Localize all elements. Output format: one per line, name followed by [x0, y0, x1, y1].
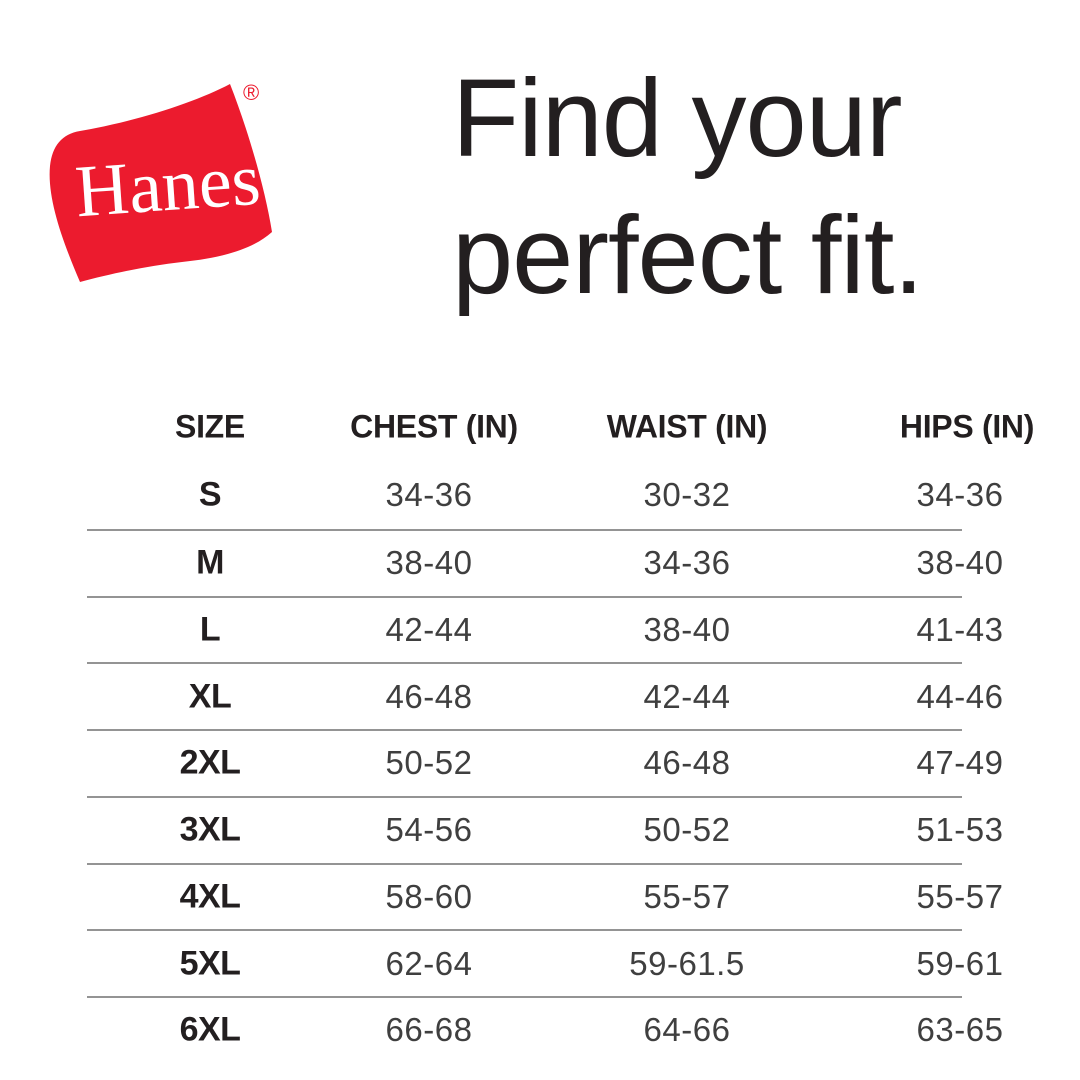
- registered-trademark-icon: ®: [243, 80, 259, 105]
- chest-value: 46-48: [385, 677, 473, 715]
- headline-line-2: perfect fit.: [452, 194, 924, 317]
- size-label: S: [198, 475, 222, 514]
- table-row-6xl: 6XL 66-68 64-66 63-65: [87, 996, 1003, 1063]
- flag-shape: [49, 84, 273, 282]
- chest-value: 34-36: [385, 476, 473, 514]
- hips-value: 51-53: [916, 811, 1004, 849]
- chest-value: 62-64: [385, 944, 473, 982]
- hanes-wordmark: Hanes: [73, 139, 263, 234]
- waist-value: 59-61.5: [629, 944, 745, 982]
- table-row-l: L 42-44 38-40 41-43: [87, 595, 1003, 663]
- hips-value: 59-61: [916, 944, 1004, 982]
- chest-value: 42-44: [385, 610, 473, 648]
- hips-value: 44-46: [916, 677, 1004, 715]
- hips-value: 47-49: [916, 744, 1004, 782]
- waist-value: 64-66: [643, 1011, 731, 1049]
- table-header-row: SIZE CHEST (IN) WAIST (IN) HIPS (IN): [87, 392, 1034, 462]
- table-body: S 34-36 30-32 34-36 M 38-40 34-36 38-40 …: [87, 462, 1003, 1063]
- hips-value: 34-36: [916, 476, 1004, 514]
- waist-value: 46-48: [643, 744, 731, 782]
- size-label: L: [199, 610, 221, 649]
- size-label: 6XL: [179, 1010, 241, 1049]
- table-row-xl: XL 46-48 42-44 44-46: [87, 662, 1003, 729]
- table-row-2xl: 2XL 50-52 46-48 47-49: [87, 729, 1003, 796]
- size-label: M: [196, 543, 224, 582]
- hips-value: 63-65: [916, 1011, 1004, 1049]
- size-label: 4XL: [179, 877, 241, 916]
- hanes-flag-graphic: Hanes ®: [49, 80, 273, 282]
- chest-value: 38-40: [385, 544, 473, 582]
- chest-value: 54-56: [385, 811, 473, 849]
- headline-line-1: Find your: [452, 57, 903, 180]
- hips-value: 41-43: [916, 610, 1004, 648]
- chest-value: 66-68: [385, 1011, 473, 1049]
- waist-value: 30-32: [643, 476, 731, 514]
- column-header-chest: CHEST (IN): [350, 408, 518, 445]
- hips-value: 55-57: [916, 877, 1004, 915]
- table-row-4xl: 4XL 58-60 55-57 55-57: [87, 862, 1003, 930]
- page-title: Find your perfect fit.: [452, 50, 924, 324]
- waist-value: 50-52: [643, 811, 731, 849]
- waist-value: 34-36: [643, 544, 731, 582]
- size-label: 3XL: [179, 810, 241, 849]
- waist-value: 42-44: [643, 677, 731, 715]
- table-row-s: S 34-36 30-32 34-36: [87, 462, 1003, 529]
- waist-value: 38-40: [643, 610, 731, 648]
- size-chart-table: SIZE CHEST (IN) WAIST (IN) HIPS (IN) S 3…: [87, 392, 1034, 1063]
- table-row-3xl: 3XL 54-56 50-52 51-53: [87, 795, 1003, 863]
- chest-value: 58-60: [385, 877, 473, 915]
- table-row-5xl: 5XL 62-64 59-61.5 59-61: [87, 929, 1003, 996]
- chest-value: 50-52: [385, 744, 473, 782]
- waist-value: 55-57: [643, 877, 731, 915]
- table-row-m: M 38-40 34-36 38-40: [87, 528, 1003, 596]
- column-header-size: SIZE: [175, 408, 245, 445]
- hanes-logo: Hanes ®: [46, 76, 286, 290]
- size-label: 2XL: [179, 743, 241, 782]
- hips-value: 38-40: [916, 544, 1004, 582]
- column-header-hips: HIPS (IN): [899, 408, 1035, 445]
- size-label: 5XL: [179, 944, 241, 983]
- size-label: XL: [188, 677, 232, 716]
- column-header-waist: WAIST (IN): [606, 408, 768, 445]
